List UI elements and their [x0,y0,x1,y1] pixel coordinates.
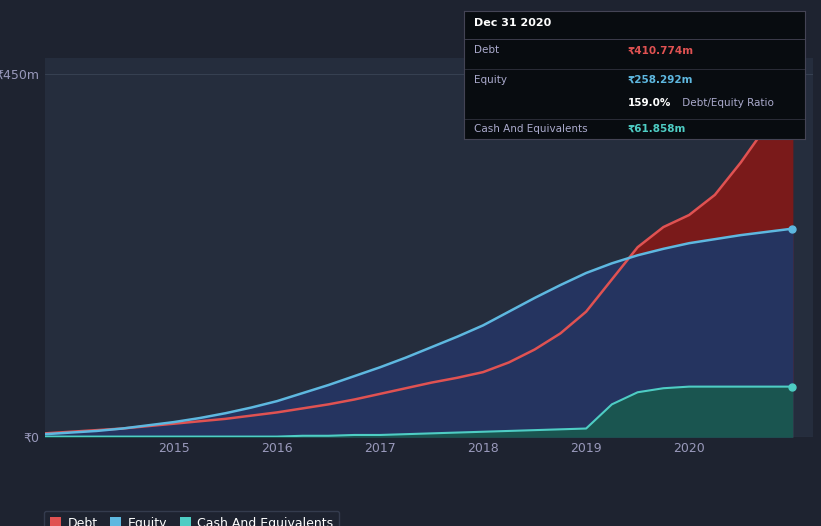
Text: Dec 31 2020: Dec 31 2020 [474,18,552,28]
Text: Debt: Debt [474,45,499,55]
Text: ₹61.858m: ₹61.858m [627,124,686,134]
Text: ₹258.292m: ₹258.292m [627,75,693,85]
Text: Cash And Equivalents: Cash And Equivalents [474,124,588,134]
Text: 159.0%: 159.0% [627,98,671,108]
Text: Debt/Equity Ratio: Debt/Equity Ratio [678,98,773,108]
Legend: Debt, Equity, Cash And Equivalents: Debt, Equity, Cash And Equivalents [44,511,339,526]
Text: Equity: Equity [474,75,507,85]
Text: ₹410.774m: ₹410.774m [627,45,694,55]
